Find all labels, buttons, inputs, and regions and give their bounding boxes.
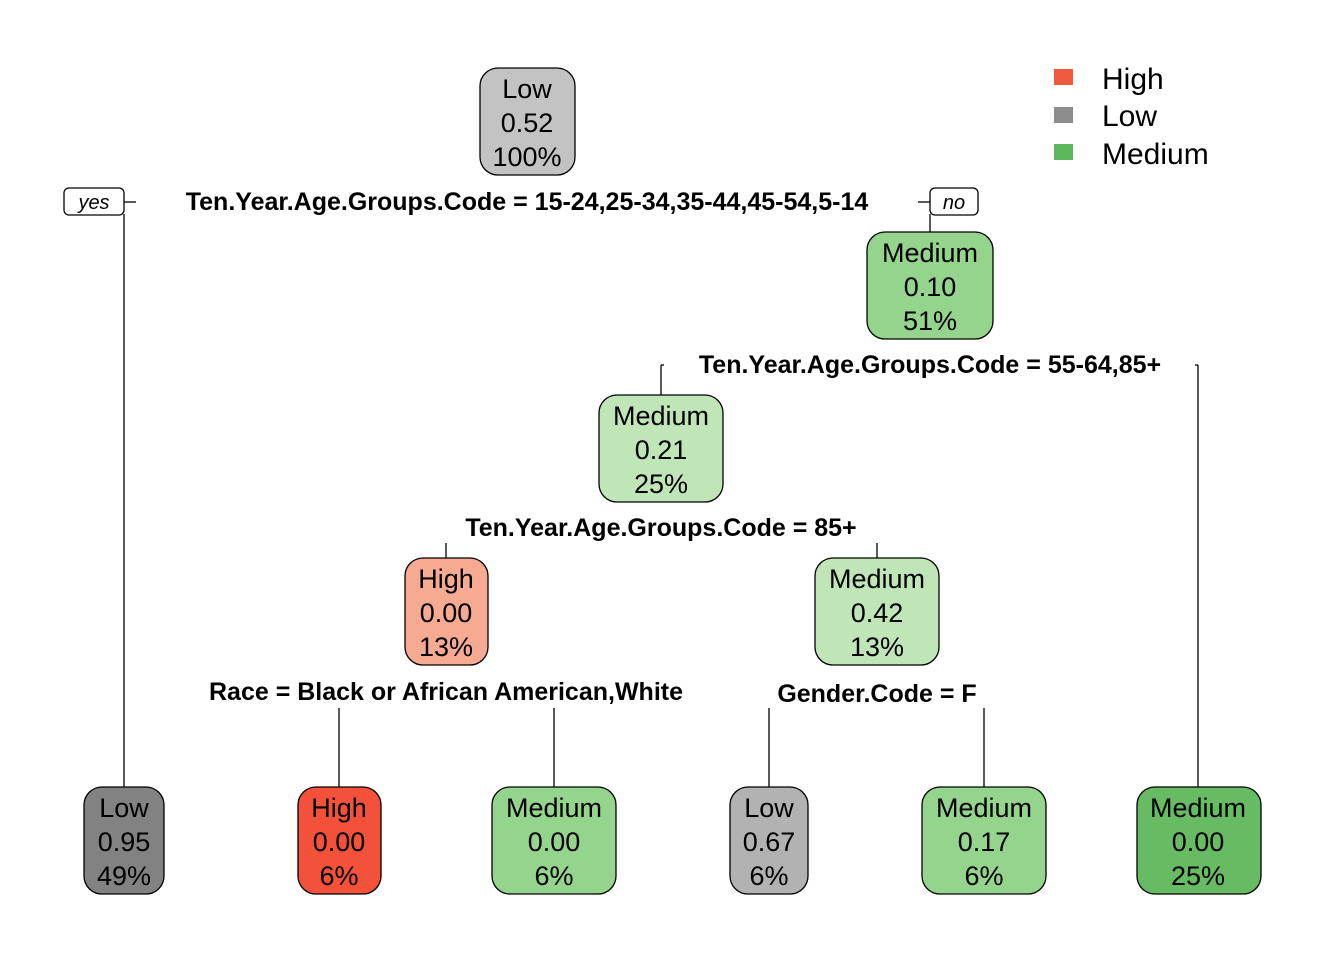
leaf27-pct: 6% bbox=[964, 861, 1003, 891]
leaf-node: Medium 0.00 25% bbox=[1136, 786, 1262, 895]
leaf2-box bbox=[83, 786, 165, 895]
leaf26-box bbox=[729, 786, 809, 895]
node-n6-box bbox=[598, 394, 724, 503]
leaf25-class: Medium bbox=[506, 793, 602, 823]
node-root-prob: 0.52 bbox=[501, 108, 554, 138]
leaf25-prob: 0.00 bbox=[528, 827, 581, 857]
node-n6-class: Medium bbox=[613, 401, 709, 431]
leaf2-class: Low bbox=[99, 793, 149, 823]
node-n3-class: Medium bbox=[882, 238, 978, 268]
node-n6: Medium 0.21 25% bbox=[598, 394, 724, 503]
node-n6-pct: 25% bbox=[634, 469, 688, 499]
node-n3-box bbox=[866, 231, 994, 340]
leaf24-box bbox=[297, 786, 382, 895]
split-label-n13: Gender.Code = F bbox=[777, 680, 976, 708]
legend-swatch-medium bbox=[1054, 144, 1073, 160]
legend: High Low Medium bbox=[1054, 63, 1209, 171]
legend-swatch-high bbox=[1054, 69, 1073, 85]
leaf24-prob: 0.00 bbox=[313, 827, 366, 857]
split-label-n3: Ten.Year.Age.Groups.Code = 55-64,85+ bbox=[699, 351, 1161, 379]
yes-label: yes bbox=[63, 187, 125, 216]
node-n13-prob: 0.42 bbox=[851, 598, 904, 628]
node-root-pct: 100% bbox=[492, 142, 561, 172]
node-n12-pct: 13% bbox=[419, 632, 473, 662]
leaf-node: Low 0.95 49% bbox=[83, 786, 165, 895]
split-label-root: Ten.Year.Age.Groups.Code = 15-24,25-34,3… bbox=[186, 188, 869, 216]
node-n3-prob: 0.10 bbox=[904, 272, 957, 302]
leaf7-class: Medium bbox=[1150, 793, 1246, 823]
node-n12-box bbox=[404, 557, 489, 666]
node-n3-pct: 51% bbox=[903, 306, 957, 336]
leaf24-pct: 6% bbox=[319, 861, 358, 891]
node-n3: Medium 0.10 51% bbox=[866, 231, 994, 340]
node-root-box bbox=[479, 67, 576, 176]
leaf27-prob: 0.17 bbox=[958, 827, 1011, 857]
node-n13-box bbox=[814, 557, 940, 666]
split-label-n6: Ten.Year.Age.Groups.Code = 85+ bbox=[465, 514, 856, 542]
leaf2-prob: 0.95 bbox=[98, 827, 151, 857]
split-label-n12: Race = Black or African American,White bbox=[209, 678, 683, 706]
node-n13-pct: 13% bbox=[850, 632, 904, 662]
leaf24-class: High bbox=[311, 793, 367, 823]
leaf7-prob: 0.00 bbox=[1172, 827, 1225, 857]
leaf7-box bbox=[1136, 786, 1262, 895]
node-root-class: Low bbox=[502, 74, 552, 104]
leaf2-pct: 49% bbox=[97, 861, 151, 891]
leaf26-pct: 6% bbox=[749, 861, 788, 891]
leaf26-prob: 0.67 bbox=[743, 827, 796, 857]
tree-edges bbox=[123, 201, 1199, 787]
leaf-node: High 0.00 6% bbox=[297, 786, 382, 895]
leaf26-class: Low bbox=[744, 793, 794, 823]
leaf25-box bbox=[491, 786, 617, 895]
leaf-node: Medium 0.17 6% bbox=[921, 786, 1047, 895]
node-n6-prob: 0.21 bbox=[635, 435, 688, 465]
leaf27-box bbox=[921, 786, 1047, 895]
node-n13: Medium 0.42 13% bbox=[814, 557, 940, 666]
node-n12: High 0.00 13% bbox=[404, 557, 489, 666]
leaf-node: Medium 0.00 6% bbox=[491, 786, 617, 895]
node-n13-class: Medium bbox=[829, 564, 925, 594]
legend-label-high: High bbox=[1102, 63, 1164, 96]
node-n12-prob: 0.00 bbox=[420, 598, 473, 628]
node-root: Low 0.52 100% bbox=[479, 67, 576, 176]
no-label: no bbox=[929, 187, 979, 216]
leaf7-pct: 25% bbox=[1171, 861, 1225, 891]
legend-swatch-low bbox=[1054, 107, 1073, 123]
legend-label-low: Low bbox=[1102, 100, 1157, 133]
legend-label-medium: Medium bbox=[1102, 138, 1209, 171]
leaf-node: Low 0.67 6% bbox=[729, 786, 809, 895]
leaf27-class: Medium bbox=[936, 793, 1032, 823]
yes-label-text: yes bbox=[76, 192, 109, 214]
node-n12-class: High bbox=[418, 564, 474, 594]
leaf25-pct: 6% bbox=[534, 861, 573, 891]
no-label-text: no bbox=[943, 192, 965, 214]
